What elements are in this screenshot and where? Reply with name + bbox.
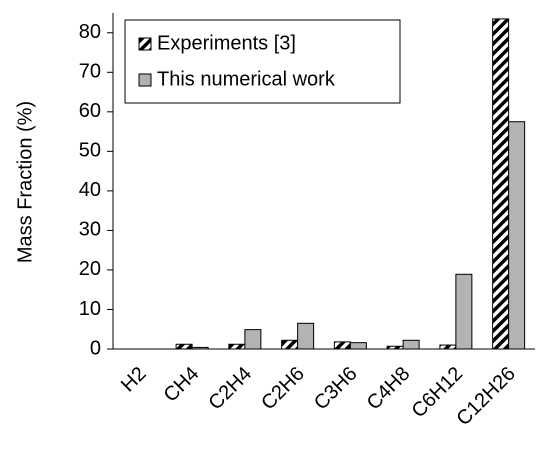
bar: [508, 121, 526, 350]
bar: [244, 329, 262, 350]
bar: [333, 341, 351, 350]
bar: [455, 273, 473, 350]
legend-swatch: [138, 73, 152, 87]
legend-swatch: [138, 37, 152, 51]
y-tick-label: 50: [79, 140, 101, 162]
bar: [175, 343, 193, 350]
bar: [402, 339, 420, 350]
bar: [492, 18, 510, 350]
bar: [228, 343, 246, 350]
y-tick-label: 40: [79, 179, 101, 201]
y-tick-label: 10: [79, 298, 101, 320]
legend-label: Experiments [3]: [157, 32, 296, 54]
legend-label: This numerical work: [157, 68, 336, 90]
x-tick-label: C2H6: [257, 363, 309, 415]
y-tick-label: 70: [79, 61, 101, 83]
y-tick-label: 30: [79, 219, 101, 241]
x-tick-label: C12H26: [452, 363, 519, 430]
bar: [281, 339, 299, 350]
legend-box: [124, 19, 401, 104]
x-tick-label: H2: [117, 363, 151, 397]
y-tick-label: 80: [79, 21, 101, 43]
y-tick-label: 0: [90, 337, 101, 359]
bar: [297, 322, 315, 350]
y-tick-label: 20: [79, 258, 101, 280]
x-tick-label: C2H4: [204, 363, 256, 415]
x-tick-label: CH4: [160, 363, 204, 407]
y-tick-label: 60: [79, 100, 101, 122]
y-axis-label: Mass Fraction (%): [14, 101, 36, 263]
x-tick-label: C3H6: [310, 363, 362, 415]
bar: [349, 342, 367, 350]
bar: [439, 344, 457, 350]
